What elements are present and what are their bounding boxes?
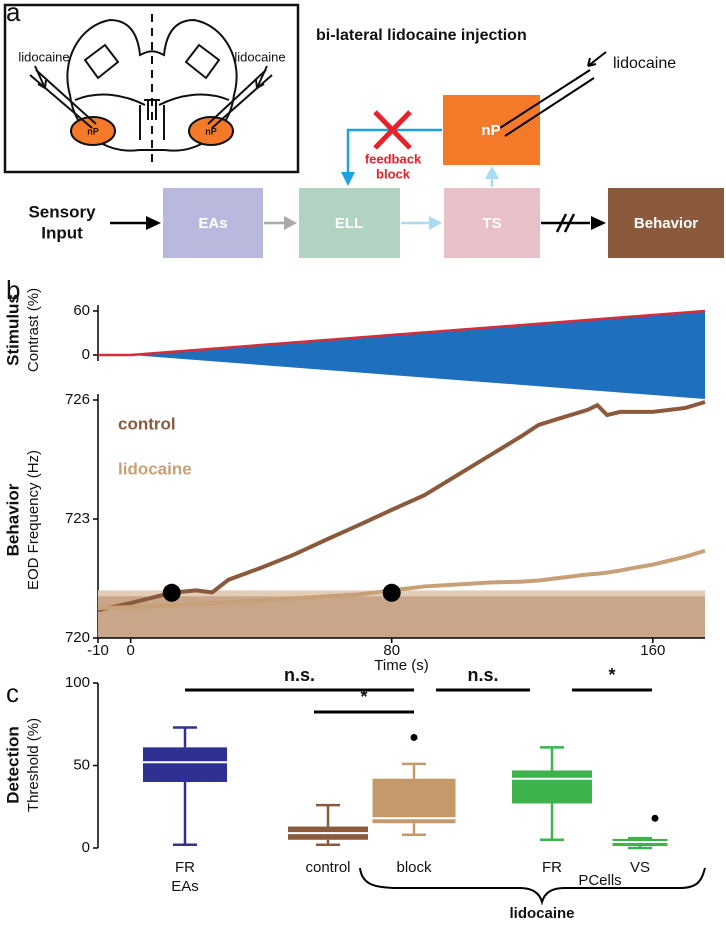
- box: [143, 747, 227, 782]
- block-label: feedback: [365, 151, 422, 166]
- panel-label: c: [6, 678, 19, 708]
- x-tick-label: FR: [542, 859, 562, 876]
- node-label: TS: [482, 215, 501, 232]
- anatomy-inset: [3, 3, 300, 174]
- y-tick-label: 0: [82, 346, 90, 363]
- box: [512, 770, 592, 804]
- diagram-title: bi-lateral lidocaine injection: [316, 27, 527, 44]
- legend-entry: control: [118, 414, 176, 433]
- y-tick-label: 720: [65, 629, 90, 646]
- x-tick-label: FR: [175, 859, 195, 876]
- input-label: Sensory: [28, 202, 96, 221]
- significance-label: n.s.: [284, 665, 315, 685]
- detection-point: [382, 583, 401, 602]
- significance-label: *: [360, 687, 367, 707]
- x-tick-label: block: [396, 859, 432, 876]
- x-tick-label: 0: [126, 642, 134, 659]
- threshold-band: [98, 596, 705, 638]
- y-axis-title: Detection: [3, 726, 22, 803]
- y-axis-title: Contrast (%): [25, 288, 42, 372]
- y-axis-title: Behavior: [3, 483, 22, 556]
- x-tick-label: 80: [383, 642, 400, 659]
- group-label: PCells: [578, 872, 621, 889]
- block-label: block: [376, 166, 411, 181]
- y-tick-label: 726: [65, 391, 90, 408]
- x-tick-label: -10: [87, 642, 109, 659]
- pipette-label: lidocaine: [613, 55, 676, 72]
- node-label: nP: [481, 122, 500, 139]
- significance-label: n.s.: [467, 665, 498, 685]
- y-tick-label: 60: [73, 302, 90, 319]
- significance-label: *: [608, 665, 615, 685]
- group-label: EAs: [171, 878, 199, 895]
- series-line: [98, 309, 706, 357]
- brace: [359, 867, 706, 906]
- anatomy-label: lidocaine: [18, 49, 69, 64]
- anatomy-label: nP: [205, 126, 217, 136]
- input-label: Input: [41, 223, 83, 242]
- x-tick-label: control: [305, 859, 350, 876]
- anatomy-label: nP: [87, 126, 99, 136]
- node-label: ELL: [335, 215, 363, 232]
- group-label: lidocaine: [509, 905, 574, 922]
- outlier: [410, 733, 418, 741]
- node-label: EAs: [198, 215, 227, 232]
- legend-entry: lidocaine: [118, 459, 192, 478]
- series-line: [97, 400, 706, 613]
- y-tick-label: 723: [65, 510, 90, 527]
- y-axis-title: Threshold (%): [25, 718, 42, 812]
- stimulus-envelope: [98, 310, 705, 400]
- outlier: [651, 814, 659, 822]
- panel-label: b: [6, 275, 20, 305]
- detection-point: [162, 583, 181, 602]
- y-axis-title: EOD Frequency (Hz): [25, 450, 42, 590]
- node-label: Behavior: [634, 215, 698, 232]
- y-tick-label: 0: [82, 839, 90, 856]
- y-axis-title: Stimulus: [3, 294, 22, 366]
- panel-label: a: [6, 0, 21, 27]
- y-tick-label: 100: [65, 674, 90, 691]
- box: [372, 778, 456, 824]
- anatomy-label: lidocaine: [234, 49, 285, 64]
- series-line: [97, 548, 706, 611]
- y-tick-label: 50: [73, 756, 90, 773]
- x-tick-label: 160: [640, 642, 665, 659]
- x-axis-title: Time (s): [374, 657, 428, 674]
- x-tick-label: VS: [630, 859, 650, 876]
- flow-diagram: [110, 51, 724, 258]
